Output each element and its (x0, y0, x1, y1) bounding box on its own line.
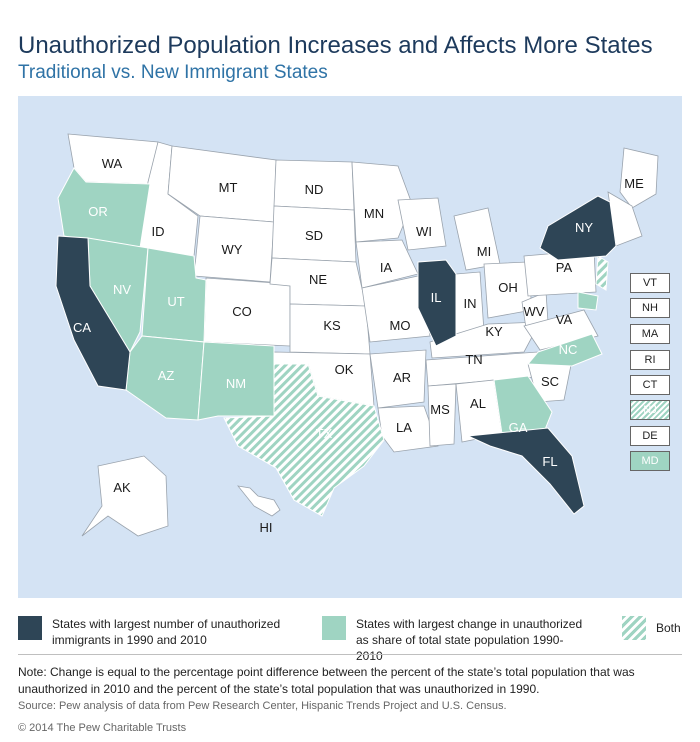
label-SC: SC (541, 374, 559, 389)
state-box-MA: MA (630, 324, 670, 344)
legend-both: Both (656, 621, 681, 635)
legend-swatch-largest-change (322, 616, 346, 640)
legend-swatch-both (622, 616, 646, 640)
label-SD: SD (305, 228, 323, 243)
label-CO: CO (232, 304, 252, 319)
map-panel: WA OR CA ID NV MT WY UT AZ CO NM ND SD N… (18, 96, 682, 598)
copyright-line: © 2014 The Pew Charitable Trusts (18, 722, 187, 734)
label-OK: OK (335, 362, 354, 377)
label-NC: NC (559, 342, 578, 357)
label-PA: PA (556, 260, 573, 275)
legend-largest-change: States with largest change in unauthoriz… (356, 617, 583, 663)
state-TX (223, 363, 385, 517)
label-UT: UT (167, 294, 184, 309)
state-NY (539, 195, 617, 261)
state-NJ (595, 255, 609, 291)
chart-title: Unauthorized Population Increases and Af… (18, 32, 653, 59)
label-WY: WY (222, 242, 243, 257)
label-OH: OH (498, 280, 518, 295)
state-MD (577, 291, 599, 311)
label-AK: AK (113, 480, 131, 495)
legend-swatch-largest-number (18, 616, 42, 640)
label-MT: MT (219, 180, 238, 195)
label-IA: IA (380, 260, 393, 275)
label-FL: FL (542, 454, 557, 469)
state-labels: WA OR CA ID NV MT WY UT AZ CO NM ND SD N… (73, 156, 644, 535)
label-ID: ID (152, 224, 165, 239)
label-GA: GA (509, 420, 528, 435)
state-NC (526, 333, 603, 367)
label-KY: KY (485, 324, 503, 339)
label-LA: LA (396, 420, 412, 435)
state-box-NJ: NJ (630, 400, 670, 420)
divider (18, 654, 682, 655)
state-HI (237, 485, 281, 517)
label-MI: MI (477, 244, 491, 259)
label-WI: WI (416, 224, 432, 239)
label-WA: WA (102, 156, 123, 171)
label-AZ: AZ (158, 368, 175, 383)
us-map: WA OR CA ID NV MT WY UT AZ CO NM ND SD N… (55, 133, 659, 537)
label-AL: AL (470, 396, 486, 411)
label-IN: IN (464, 296, 477, 311)
state-CA (55, 235, 131, 391)
label-VA: VA (556, 312, 573, 327)
label-NV: NV (113, 282, 131, 297)
state-box-DE: DE (630, 426, 670, 446)
state-AK (81, 455, 169, 537)
label-NM: NM (226, 376, 246, 391)
label-TX: TX (316, 426, 333, 441)
label-MN: MN (364, 206, 384, 221)
state-WI (397, 197, 447, 251)
label-KS: KS (323, 318, 341, 333)
label-NY: NY (575, 220, 593, 235)
label-ND: ND (305, 182, 324, 197)
label-MO: MO (390, 318, 411, 333)
state-green-layer (57, 167, 603, 435)
label-MS: MS (430, 402, 450, 417)
legend-largest-number: States with largest number of unauthoriz… (52, 617, 281, 647)
label-NE: NE (309, 272, 327, 287)
label-CA: CA (73, 320, 91, 335)
state-ME (619, 147, 659, 209)
label-WV: WV (524, 304, 545, 319)
footnote: Note: Change is equal to the percentage … (18, 665, 635, 696)
state-box-MD: MD (630, 451, 670, 471)
state-MS (427, 383, 457, 447)
state-base-layer (67, 133, 659, 537)
label-OR: OR (88, 204, 108, 219)
state-GA (493, 375, 553, 435)
label-HI: HI (260, 520, 273, 535)
state-hatch-layer (223, 255, 609, 517)
state-AR (369, 349, 427, 409)
state-IL (417, 259, 457, 347)
state-MI (453, 207, 501, 271)
state-box-VT: VT (630, 273, 670, 293)
chart-subtitle: Traditional vs. New Immigrant States (18, 62, 328, 83)
label-TN: TN (465, 352, 482, 367)
state-FL (466, 427, 585, 515)
state-dark-layer (55, 195, 617, 515)
state-NM (197, 341, 275, 421)
state-box-RI: RI (630, 350, 670, 370)
source-line: Source: Pew analysis of data from Pew Re… (18, 700, 507, 712)
label-AR: AR (393, 370, 411, 385)
state-box-NH: NH (630, 298, 670, 318)
state-MO (361, 275, 431, 343)
label-IL: IL (431, 290, 442, 305)
state-box-CT: CT (630, 375, 670, 395)
label-ME: ME (624, 176, 644, 191)
